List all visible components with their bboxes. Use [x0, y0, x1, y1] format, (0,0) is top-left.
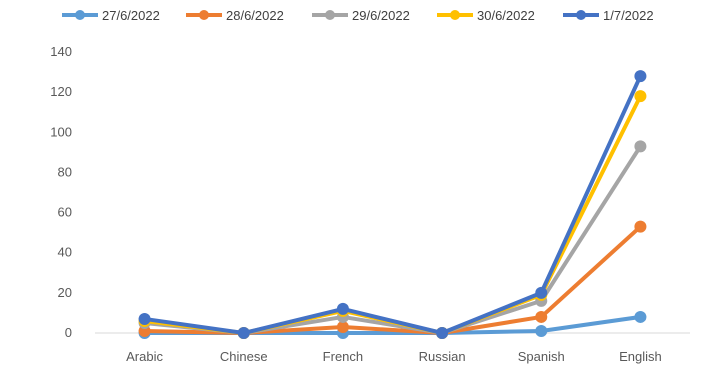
y-tick-label: 80 [58, 164, 72, 179]
legend-swatch-marker [75, 10, 85, 20]
legend-swatch-marker [450, 10, 460, 20]
data-point [436, 327, 449, 339]
data-point [535, 286, 548, 299]
y-tick-label: 120 [50, 84, 72, 99]
legend-item: 27/6/2022 [62, 8, 160, 23]
data-point [336, 320, 349, 333]
series-group [138, 70, 647, 339]
x-tick-label: Arabic [126, 349, 163, 364]
data-point [634, 70, 647, 83]
legend-label: 28/6/2022 [226, 8, 284, 23]
y-tick-label: 20 [58, 285, 72, 300]
x-tick-label: Chinese [220, 349, 268, 364]
legend-item: 28/6/2022 [186, 8, 284, 23]
data-point [535, 310, 548, 323]
data-point [634, 310, 647, 323]
series-line [142, 74, 643, 335]
series-1/7/2022 [138, 70, 647, 339]
legend-item: 30/6/2022 [437, 8, 535, 23]
y-tick-label: 0 [65, 325, 72, 340]
y-tick-label: 140 [50, 44, 72, 59]
x-tick-label: Spanish [518, 349, 565, 364]
legend: 27/6/2022 28/6/2022 29/6/2022 30/6/2022 1/7/… [62, 8, 654, 23]
data-point [634, 90, 647, 103]
y-tick-label: 40 [58, 245, 72, 260]
data-point [138, 312, 151, 325]
x-axis: Arabic Chinese French Russian Spanish English [126, 349, 662, 364]
legend-swatch-marker [199, 10, 209, 20]
data-point [535, 324, 548, 337]
data-point [634, 140, 647, 153]
y-tick-label: 100 [50, 124, 72, 139]
series-30/6/2022 [138, 90, 647, 339]
y-axis: 0 20 40 60 80 100 120 140 [50, 44, 72, 340]
legend-item: 29/6/2022 [312, 8, 410, 23]
legend-label: 27/6/2022 [102, 8, 160, 23]
legend-swatch-marker [576, 10, 586, 20]
legend-label: 30/6/2022 [477, 8, 535, 23]
legend-swatch-marker [325, 10, 335, 20]
series-line [142, 94, 643, 335]
legend-item: 1/7/2022 [563, 8, 654, 23]
legend-label: 29/6/2022 [352, 8, 410, 23]
data-point [237, 327, 250, 339]
legend-label: 1/7/2022 [603, 8, 654, 23]
data-point [336, 302, 349, 315]
data-point [634, 220, 647, 233]
y-tick-label: 60 [58, 205, 72, 220]
x-tick-label: French [323, 349, 363, 364]
x-tick-label: Russian [419, 349, 466, 364]
x-tick-label: English [619, 349, 662, 364]
